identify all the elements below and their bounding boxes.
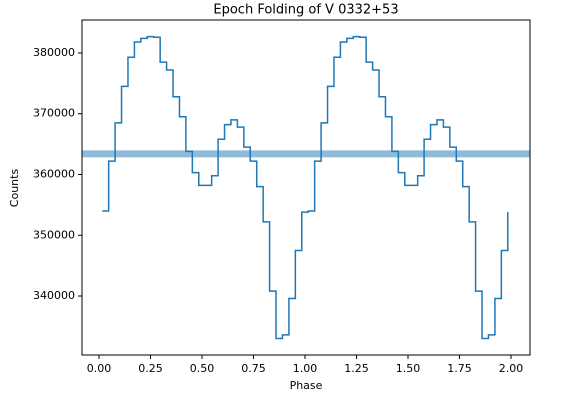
x-tick-label: 1.25 <box>344 362 369 375</box>
step-line <box>102 35 509 340</box>
x-tick-label: 1.75 <box>447 362 472 375</box>
chart-title: Epoch Folding of V 0332+53 <box>213 3 398 18</box>
y-tick-label: 340000 <box>33 289 75 302</box>
y-tick-label: 350000 <box>33 228 75 241</box>
x-tick-label: 2.00 <box>499 362 524 375</box>
y-tick-label: 380000 <box>33 46 75 59</box>
y-tick-label: 360000 <box>33 167 75 180</box>
x-tick-label: 0.00 <box>87 362 112 375</box>
x-tick-label: 0.75 <box>241 362 266 375</box>
x-tick-label: 1.00 <box>293 362 318 375</box>
x-axis-label: Phase <box>290 379 323 392</box>
x-tick-label: 0.25 <box>138 362 163 375</box>
y-tick-label: 370000 <box>33 107 75 120</box>
x-tick-label: 0.50 <box>190 362 215 375</box>
y-axis-label: Counts <box>8 169 21 208</box>
plot-frame <box>81 19 531 356</box>
x-tick-label: 1.50 <box>396 362 421 375</box>
